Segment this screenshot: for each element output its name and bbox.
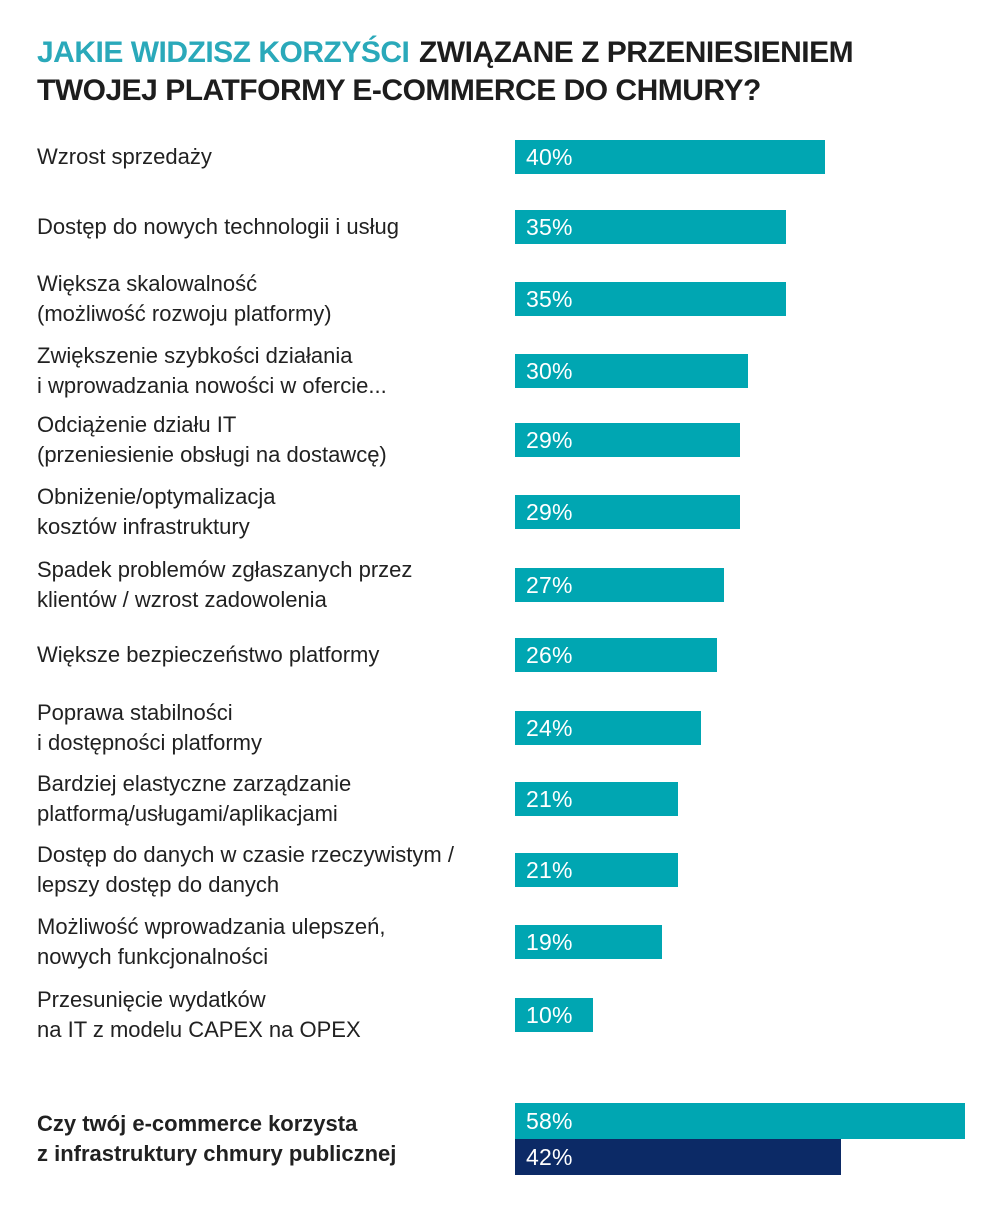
question-row-0-bar: 58%	[515, 1103, 965, 1139]
benefit-row-6-label-line: Spadek problemów zgłaszanych przez	[37, 557, 413, 582]
benefit-row-9-label-line: Bardziej elastyczne zarządzanie	[37, 771, 352, 796]
benefit-row-2-label-line: Większa skalowalność	[37, 271, 258, 296]
chart-title-line1: JAKIE WIDZISZ KORZYŚCI ZWIĄZANE Z PRZENIE…	[37, 34, 967, 72]
benefit-row-12-bar: 10%	[515, 998, 593, 1032]
benefit-row-5-bar: 29%	[515, 495, 740, 529]
benefit-row-7-label: Większe bezpieczeństwo platformy	[37, 640, 502, 670]
benefit-row-7-label-line: Większe bezpieczeństwo platformy	[37, 642, 380, 667]
benefit-row-11-bar-value: 19%	[526, 928, 573, 955]
benefit-row-5-label: Obniżenie/optymalizacja kosztów infrastru…	[37, 482, 502, 542]
benefit-row-8-label: Poprawa stabilności i dostępności platfor…	[37, 698, 502, 758]
benefit-row-11-label: Możliwość wprowadzania ulepszeń, nowych f…	[37, 912, 502, 972]
chart-title-highlight: JAKIE WIDZISZ KORZYŚCI	[37, 36, 410, 69]
benefit-row-12-bar-value: 10%	[526, 1001, 573, 1028]
benefit-row-0-bar: 40%	[515, 140, 825, 174]
benefit-row-6-bar: 27%	[515, 568, 724, 602]
benefit-row-11-label-line: Możliwość wprowadzania ulepszeń,	[37, 914, 386, 939]
benefit-row-3-bar-value: 30%	[526, 357, 573, 384]
question-row-label-line: z infrastruktury chmury publicznej	[37, 1141, 397, 1166]
benefit-row-3-label: Zwiększenie szybkości działania i wprowad…	[37, 341, 502, 401]
question-row-0-bar-value: 58%	[526, 1107, 573, 1134]
benefit-row-12-label-line: Przesunięcie wydatków	[37, 987, 266, 1012]
benefit-row-4-label: Odciążenie działu IT (przeniesienie obsłu…	[37, 410, 502, 470]
benefit-row-4-label-line: (przeniesienie obsługi na dostawcę)	[37, 442, 387, 467]
benefit-row-2-label: Większa skalowalność (możliwość rozwoju p…	[37, 269, 502, 329]
benefit-row-1-label-line: Dostęp do nowych technologii i usług	[37, 214, 400, 239]
benefit-row-9-label: Bardziej elastyczne zarządzanie platformą…	[37, 769, 502, 829]
benefit-row-3-label-line: Zwiększenie szybkości działania	[37, 343, 353, 368]
benefit-row-7-bar: 26%	[515, 638, 717, 672]
benefit-row-11-label-line: nowych funkcjonalności	[37, 944, 269, 969]
benefit-row-6-label: Spadek problemów zgłaszanych przez klient…	[37, 555, 502, 615]
benefit-row-10-bar: 21%	[515, 853, 678, 887]
benefit-row-8-bar: 24%	[515, 711, 701, 745]
benefit-row-10-label-line: lepszy dostęp do danych	[37, 872, 280, 897]
question-row-label-line: Czy twój e-commerce korzysta	[37, 1111, 358, 1136]
benefit-row-3-label-line: i wprowadzania nowości w ofercie...	[37, 373, 387, 398]
question-row-1-bar: 42%	[515, 1139, 841, 1175]
benefit-row-0-label: Wzrost sprzedaży	[37, 142, 502, 172]
chart-title-line1-rest: ZWIĄZANE Z PRZENIESIENIEM	[418, 36, 854, 69]
benefit-row-9-label-line: platformą/usługami/aplikacjami	[37, 801, 338, 826]
benefit-row-2-bar-value: 35%	[526, 285, 573, 312]
chart-title: JAKIE WIDZISZ KORZYŚCI ZWIĄZANE Z PRZENIE…	[37, 34, 967, 110]
benefit-row-6-bar-value: 27%	[526, 571, 573, 598]
benefit-row-8-label-line: Poprawa stabilności	[37, 700, 233, 725]
benefit-row-7-bar-value: 26%	[526, 641, 573, 668]
benefit-row-12-label: Przesunięcie wydatków na IT z modelu CAPE…	[37, 985, 502, 1045]
benefit-row-11-bar: 19%	[515, 925, 662, 959]
benefit-row-5-label-line: kosztów infrastruktury	[37, 514, 250, 539]
benefit-row-9-bar-value: 21%	[526, 785, 573, 812]
question-row-label: Czy twój e-commerce korzysta z infrastruk…	[37, 1109, 502, 1169]
benefit-row-10-bar-value: 21%	[526, 856, 573, 883]
benefit-row-6-label-line: klientów / wzrost zadowolenia	[37, 587, 327, 612]
benefit-row-5-bar-value: 29%	[526, 498, 573, 525]
benefit-row-10-label: Dostęp do danych w czasie rzeczywistym /…	[37, 840, 502, 900]
benefit-row-1-bar: 35%	[515, 210, 786, 244]
benefit-row-12-label-line: na IT z modelu CAPEX na OPEX	[37, 1017, 361, 1042]
benefit-row-2-bar: 35%	[515, 282, 786, 316]
benefit-row-0-label-line: Wzrost sprzedaży	[37, 144, 212, 169]
benefit-row-5-label-line: Obniżenie/optymalizacja	[37, 484, 276, 509]
chart-title-line2: TWOJEJ PLATFORMY E-COMMERCE DO CHMURY?	[37, 74, 761, 107]
benefit-row-4-label-line: Odciążenie działu IT	[37, 412, 237, 437]
benefit-row-3-bar: 30%	[515, 354, 748, 388]
benefit-row-10-label-line: Dostęp do danych w czasie rzeczywistym /	[37, 842, 454, 867]
benefit-row-8-label-line: i dostępności platformy	[37, 730, 262, 755]
benefit-row-1-label: Dostęp do nowych technologii i usług	[37, 212, 502, 242]
benefit-row-4-bar-value: 29%	[526, 426, 573, 453]
benefit-row-4-bar: 29%	[515, 423, 740, 457]
benefit-row-2-label-line: (możliwość rozwoju platformy)	[37, 301, 332, 326]
question-row-1-bar-value: 42%	[526, 1143, 573, 1170]
benefit-row-8-bar-value: 24%	[526, 714, 573, 741]
benefit-row-9-bar: 21%	[515, 782, 678, 816]
benefit-row-1-bar-value: 35%	[526, 213, 573, 240]
benefit-row-0-bar-value: 40%	[526, 143, 573, 170]
